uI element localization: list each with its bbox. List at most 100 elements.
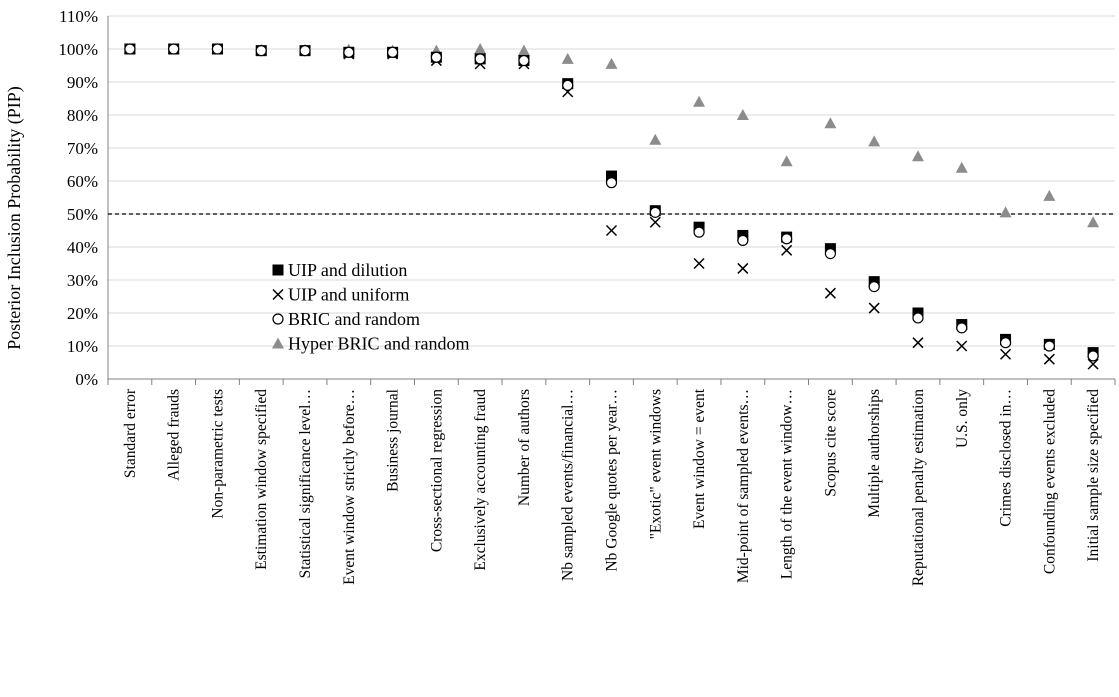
y-tick-label: 70% — [67, 139, 98, 158]
x-category-label: Confounding events excluded — [1041, 389, 1058, 574]
data-point — [1000, 348, 1012, 360]
data-point — [649, 133, 662, 145]
x-category-label: U.S. only — [954, 389, 971, 448]
x-category-labels: Standard error Alleged frauds Non-parametr… — [122, 388, 1102, 586]
data-point — [606, 170, 617, 182]
data-point — [912, 312, 924, 324]
data-point — [781, 244, 793, 256]
x-category-label: Length of the event window… — [779, 389, 796, 579]
data-point — [1087, 350, 1099, 362]
data-point — [736, 109, 749, 120]
y-tick-label: 100% — [58, 40, 98, 59]
x-category-label: Event window = event — [691, 388, 708, 529]
data-point — [1087, 216, 1100, 228]
data-point — [255, 45, 267, 57]
data-point — [693, 95, 706, 107]
x-category-label: Multiple authorships — [866, 389, 883, 518]
data-point — [824, 287, 836, 299]
data-point — [781, 233, 793, 245]
data-point — [517, 44, 530, 56]
axes — [107, 16, 1116, 385]
x-category-label: Scopus cite score — [822, 389, 839, 497]
legend-label: Hyper BRIC and random — [288, 334, 469, 354]
x-category-label: Exclusively accounting fraud — [472, 389, 489, 571]
x-category-label: Event window strictly before… — [341, 389, 358, 585]
data-point — [956, 322, 968, 334]
legend: UIP and dilution UIP and uniform BRIC and … — [272, 260, 469, 354]
x-category-label: "Exotic" event windows — [647, 389, 664, 539]
x-category-label: Reputational penalty estimation — [910, 389, 927, 586]
y-tick-label: 10% — [67, 337, 98, 356]
data-point — [693, 257, 705, 270]
data-point — [824, 248, 837, 260]
data-point — [649, 206, 661, 218]
data-point — [868, 302, 880, 314]
x-category-label: Mid-point of sampled events… — [735, 389, 752, 583]
data-point — [693, 226, 705, 238]
legend-marker — [272, 313, 284, 325]
y-tick-label: 60% — [67, 172, 98, 191]
y-tick-label: 110% — [59, 7, 98, 26]
legend-marker — [272, 337, 284, 349]
data-point — [911, 150, 924, 162]
data-point — [868, 135, 881, 147]
data-points — [123, 43, 1100, 370]
data-point — [912, 337, 924, 349]
data-point — [737, 262, 749, 274]
data-point — [605, 177, 618, 189]
x-category-label: Nb sampled events/financial… — [560, 389, 577, 581]
y-tick-label: 0% — [75, 370, 98, 389]
data-point — [211, 43, 224, 55]
data-point — [124, 43, 136, 55]
x-category-label: Statistical significance level… — [297, 389, 314, 578]
series-x — [124, 43, 1099, 370]
x-category-label: Alleged frauds — [166, 389, 183, 481]
data-point — [518, 54, 530, 67]
legend-marker — [272, 264, 284, 276]
data-point — [474, 53, 486, 65]
x-category-label: Initial sample size specified — [1085, 389, 1102, 562]
y-tick-label: 80% — [67, 106, 98, 125]
data-point — [605, 224, 618, 237]
data-point — [605, 57, 618, 69]
y-tick-label: 50% — [67, 205, 98, 224]
x-category-label: Crimes disclosed in… — [998, 389, 1015, 527]
y-tick-label: 40% — [67, 238, 98, 257]
legend-label: UIP and dilution — [288, 260, 407, 280]
data-point — [474, 43, 487, 54]
y-axis-title: Posterior Inclusion Probability (PIP) — [4, 86, 25, 350]
data-point — [956, 340, 968, 352]
y-tick-label: 30% — [67, 271, 98, 290]
data-point — [737, 234, 749, 246]
data-point — [562, 79, 574, 91]
y-tick-label: 90% — [67, 73, 98, 92]
y-tick-labels: 0% 10% 20% 30% 40% 50% 60% 70% 80% 90% 100% 110% — [58, 7, 98, 389]
data-point — [299, 45, 311, 57]
legend-marker — [272, 288, 284, 301]
data-point — [561, 52, 574, 64]
x-category-label: Estimation window specified — [253, 389, 270, 570]
x-category-label: Standard error — [122, 388, 139, 478]
series-triangle — [123, 43, 1100, 228]
x-category-label: Nb Google quotes per year… — [604, 389, 621, 572]
legend-label: BRIC and random — [288, 309, 420, 329]
series-circle — [124, 43, 1099, 362]
legend-label: UIP and uniform — [288, 285, 409, 305]
data-point — [386, 46, 399, 58]
data-point — [649, 216, 661, 228]
x-category-label: Business journal — [385, 389, 402, 492]
data-point — [168, 43, 180, 55]
data-point — [1043, 340, 1055, 352]
data-point — [1043, 353, 1055, 365]
x-category-label: Cross-sectional regression — [428, 389, 445, 552]
data-point — [824, 117, 837, 129]
data-point — [1087, 358, 1099, 370]
x-category-label: Number of authors — [516, 389, 533, 506]
series-square — [124, 43, 1099, 359]
data-point — [999, 337, 1012, 349]
data-point — [343, 46, 355, 58]
data-point — [780, 155, 793, 167]
y-tick-label: 20% — [67, 304, 98, 323]
data-point — [430, 51, 442, 63]
